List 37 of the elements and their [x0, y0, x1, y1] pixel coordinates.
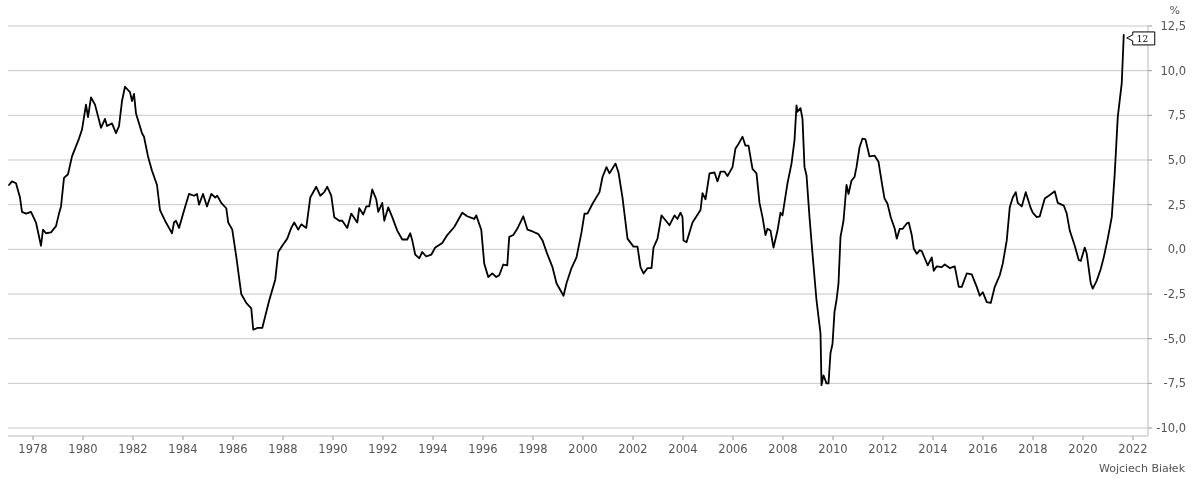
- x-tick-label: 2004: [668, 442, 698, 456]
- x-tick-label: 1994: [418, 442, 448, 456]
- x-tick-label: 1992: [368, 442, 398, 456]
- x-tick-label: 2008: [768, 442, 798, 456]
- x-tick-label: 2002: [618, 442, 648, 456]
- text: Wojciech Białek: [1098, 462, 1186, 475]
- annotation: 12: [1136, 33, 1149, 44]
- y-tick-label: -5,0: [1163, 331, 1186, 346]
- y-tick-label: 5,0: [1167, 153, 1186, 167]
- x-tick-label: 1998: [518, 442, 548, 456]
- y-tick-label: 2,5: [1167, 197, 1186, 212]
- x-tick-label: 1996: [468, 442, 498, 456]
- x-tick-label: 1982: [118, 442, 148, 456]
- x-tick-label: 2022: [1118, 442, 1148, 456]
- x-tick-label: 2020: [1068, 442, 1098, 456]
- x-tick-label: 1988: [268, 442, 298, 456]
- x-tick-label: 1990: [318, 442, 348, 456]
- x-tick-label: 2006: [718, 442, 748, 456]
- x-tick-label: 2012: [868, 442, 898, 456]
- y-tick-label: 7,5: [1167, 108, 1186, 123]
- x-tick-label: 1980: [68, 442, 98, 456]
- y-tick-label: -2,5: [1163, 287, 1186, 301]
- x-tick-label: 1978: [18, 442, 48, 456]
- y-tick-label: 12,5: [1160, 19, 1186, 33]
- y-tick-label: 0,0: [1167, 242, 1186, 257]
- x-tick-label: 2014: [918, 442, 948, 456]
- x-tick-label: 1984: [168, 442, 198, 456]
- y-tick-label: -10,0: [1156, 421, 1186, 435]
- x-tick-label: 2016: [968, 442, 998, 456]
- x-tick-label: 2018: [1018, 442, 1048, 456]
- y-tick-label: 10,0: [1160, 63, 1186, 78]
- x-tick-label: 2000: [568, 442, 598, 456]
- x-tick-label: 2010: [818, 442, 848, 456]
- y-tick-label: -7,5: [1163, 376, 1186, 391]
- y-axis-title: %: [1169, 4, 1180, 17]
- x-tick-label: 1986: [218, 442, 248, 456]
- line-series: [8, 34, 1125, 387]
